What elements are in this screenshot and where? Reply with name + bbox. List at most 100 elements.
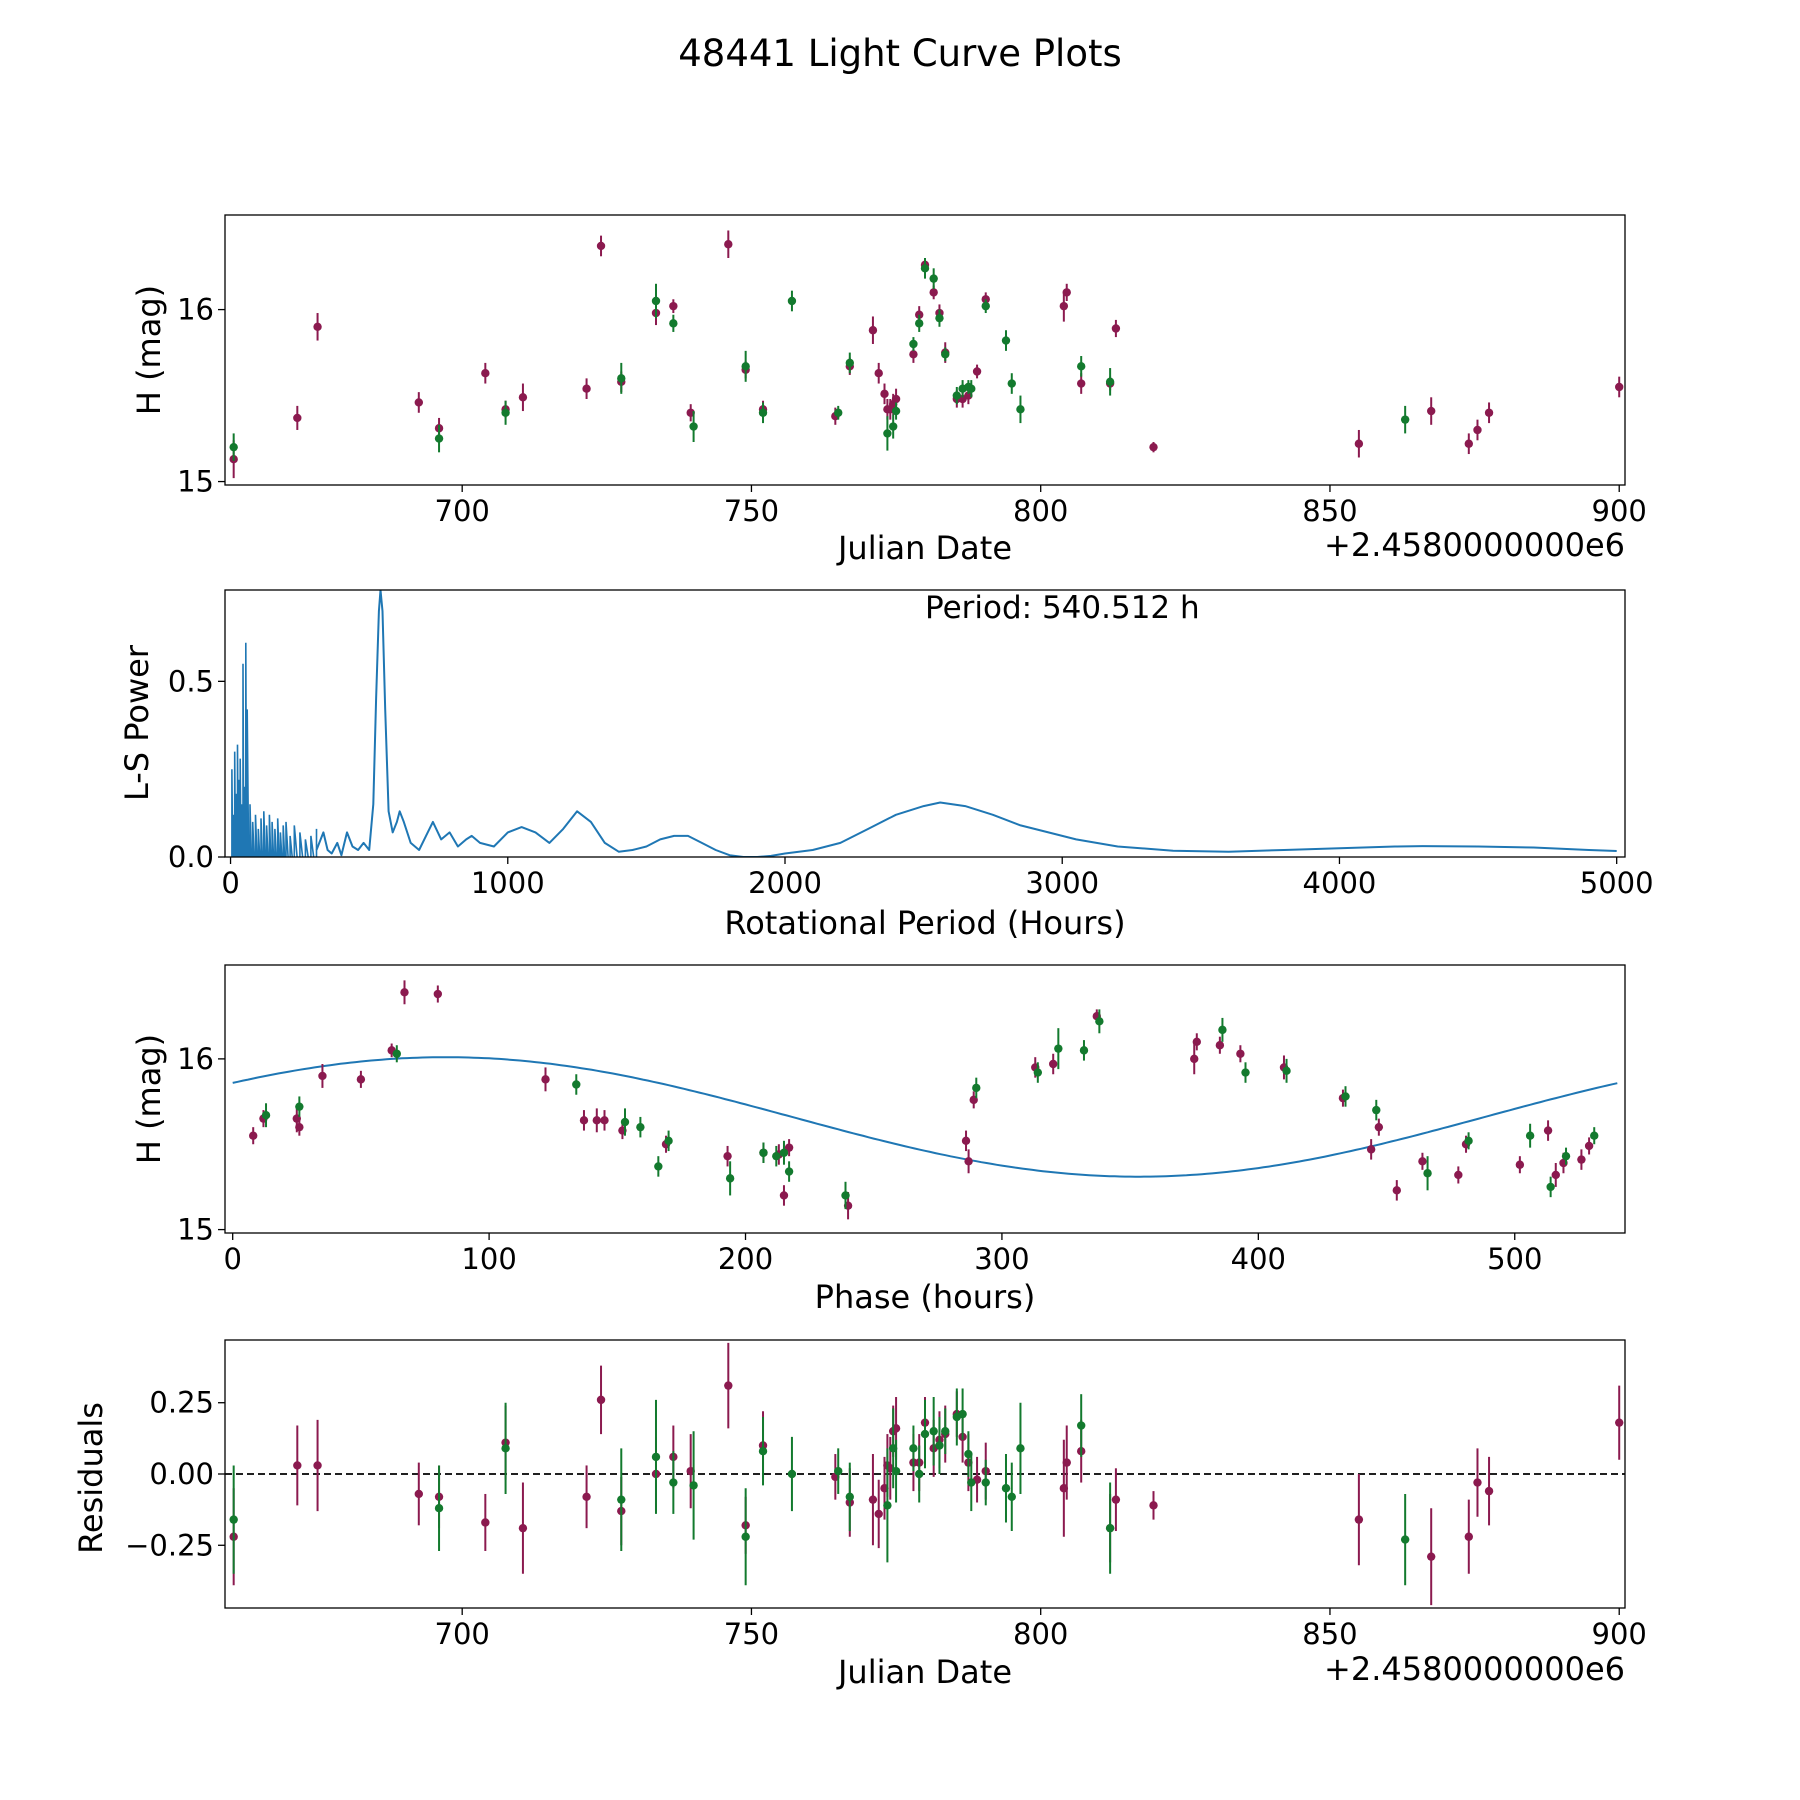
ph-point-green (572, 1080, 581, 1089)
res-point-maroon (868, 1495, 878, 1504)
ph-point-maroon (1515, 1160, 1525, 1169)
res-point-green (1007, 1492, 1016, 1502)
res-point-green (689, 1481, 698, 1490)
ph-point-maroon (1236, 1049, 1245, 1058)
lc-point-maroon (414, 398, 424, 407)
ph-point-maroon (295, 1122, 304, 1132)
res-point-green (915, 1469, 924, 1479)
lc-point-green (935, 313, 944, 323)
ph-ytick-label: 15 (177, 1213, 214, 1247)
ls-xtick-label: 1000 (471, 866, 545, 900)
lc-point-green (758, 408, 768, 417)
ph-point-green (1095, 1017, 1104, 1026)
ph-point-maroon (723, 1151, 732, 1161)
res-ytick-label: 0.00 (149, 1457, 214, 1491)
ph-point-green (1282, 1066, 1291, 1076)
res-point-maroon (1149, 1501, 1158, 1510)
lc-point-green (967, 384, 976, 393)
ph-point-green (1241, 1068, 1250, 1077)
ph-xtick-label: 500 (1487, 1242, 1542, 1276)
ph-point-maroon (1454, 1170, 1463, 1180)
ph-point-maroon (1418, 1157, 1427, 1166)
res-point-green (891, 1466, 901, 1476)
res-point-green (920, 1429, 930, 1439)
ph-point-green (759, 1148, 768, 1157)
ph-point-green (1546, 1182, 1555, 1192)
lc-point-green (741, 362, 750, 371)
residuals-ylabel: Residuals (72, 1402, 110, 1554)
res-point-maroon (1062, 1458, 1071, 1467)
lc-point-maroon (293, 413, 302, 423)
lc-point-maroon (915, 310, 924, 319)
ph-xtick-label: 100 (461, 1242, 516, 1276)
ph-point-green (1218, 1025, 1227, 1035)
lc-point-green (1105, 377, 1115, 387)
res-point-maroon (874, 1509, 883, 1519)
res-point-green (787, 1469, 797, 1479)
lc-xtick-label: 750 (724, 494, 779, 528)
ph-point-maroon (961, 1136, 971, 1146)
res-point-green (1400, 1535, 1410, 1544)
ph-point-green (1341, 1092, 1350, 1101)
figure-title: 48441 Light Curve Plots (678, 32, 1122, 75)
res-point-green (1001, 1484, 1011, 1493)
res-point-green (967, 1478, 976, 1487)
ph-point-green (772, 1151, 781, 1161)
res-point-maroon (1615, 1418, 1624, 1427)
periodogram-noise-band (231, 642, 318, 857)
res-point-maroon (518, 1523, 528, 1533)
ls-ytick-label: 0.5 (168, 664, 214, 698)
res-point-green (434, 1504, 444, 1513)
lc-point-maroon (582, 384, 591, 393)
lc-xtick-label: 850 (1302, 494, 1357, 528)
phase-frame (224, 964, 1626, 1234)
lc-point-green (941, 350, 950, 359)
light-curve-plot-area (229, 230, 1624, 479)
ph-point-maroon (1049, 1059, 1058, 1069)
ls-xtick-label: 2000 (748, 866, 822, 900)
ph-point-green (620, 1117, 630, 1127)
lc-point-green (834, 408, 843, 417)
res-point-maroon (481, 1518, 490, 1527)
lc-point-maroon (313, 322, 322, 331)
res-point-green (651, 1452, 661, 1462)
lc-point-maroon (874, 369, 883, 378)
panel-residuals: 700 750 800 850 900 −0.25 0.00 0.25 Julian Date… (72, 1339, 1647, 1691)
ph-point-maroon (579, 1116, 589, 1125)
res-point-green (834, 1466, 843, 1476)
res-marks (225, 1342, 1625, 1606)
phase-ylabel: H (mag) (130, 1034, 168, 1164)
periodogram-xlabel: Rotational Period (Hours) (724, 904, 1125, 942)
res-xtick-label: 800 (1013, 1617, 1068, 1651)
lc-point-green (929, 274, 938, 283)
ph-point-green (636, 1122, 645, 1132)
res-point-green (501, 1444, 510, 1453)
ph-xtick-label: 400 (1231, 1242, 1286, 1276)
periodogram-frame (224, 589, 1626, 858)
lc-point-maroon (891, 394, 901, 404)
ph-point-green (1561, 1151, 1571, 1161)
lc-point-green (891, 406, 901, 416)
ph-point-maroon (1374, 1122, 1384, 1132)
res-point-green (909, 1444, 918, 1453)
lc-ytick-label: 16 (177, 293, 214, 327)
lc-point-green (229, 442, 238, 452)
panel-periodogram: 0 1000 2000 3000 4000 5000 0.0 0.5 Period: 540.… (118, 589, 1654, 942)
lc-point-maroon (1111, 324, 1121, 333)
res-point-maroon (582, 1492, 591, 1502)
lc-point-maroon (1615, 382, 1624, 392)
res-point-green (1105, 1523, 1115, 1533)
ls-xtick-label: 0 (221, 866, 239, 900)
ph-point-maroon (1192, 1037, 1201, 1047)
res-point-green (981, 1478, 990, 1487)
ph-point-maroon (1366, 1145, 1376, 1154)
res-point-green (941, 1427, 950, 1436)
ph-point-maroon (964, 1157, 973, 1166)
res-xtick-label: 750 (724, 1617, 779, 1651)
lc-point-green (888, 422, 898, 431)
ph-point-maroon (779, 1191, 789, 1200)
ph-point-maroon (1190, 1054, 1199, 1064)
res-point-green (929, 1427, 938, 1436)
lc-point-maroon (1464, 439, 1474, 448)
